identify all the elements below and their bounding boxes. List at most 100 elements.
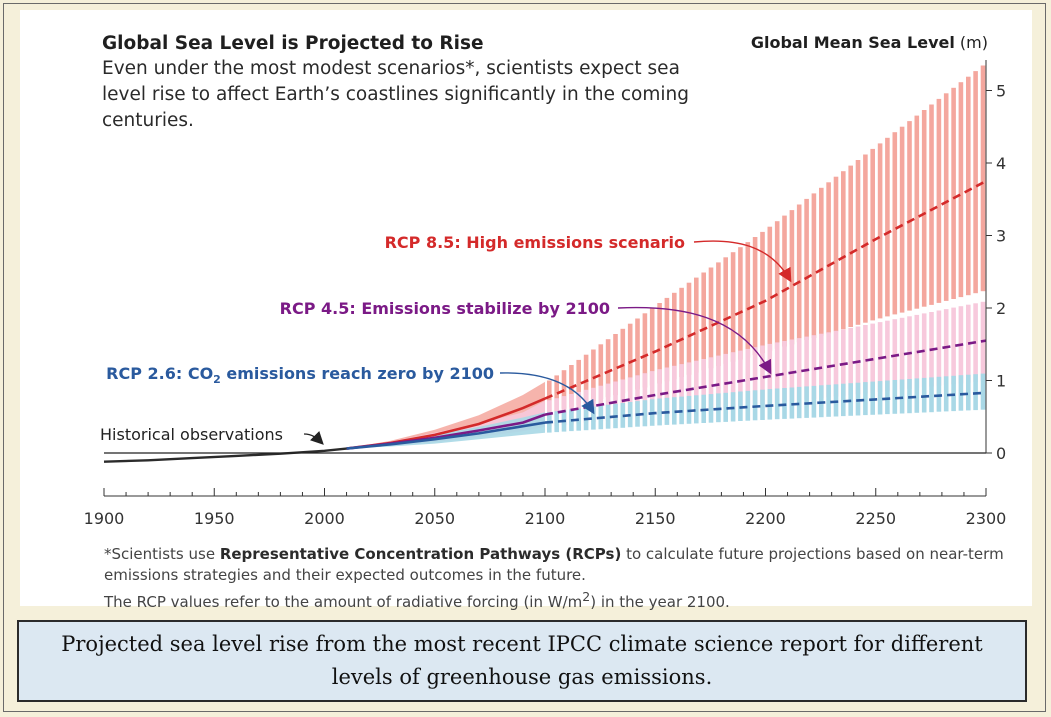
band-stripe (980, 373, 986, 410)
y-tick-label: 3 (996, 227, 1006, 246)
series-line-dashed-2 (544, 391, 987, 424)
band-stripe (892, 380, 898, 414)
figure-caption: Projected sea level rise from the most r… (17, 620, 1027, 702)
y-tick-label: 0 (996, 444, 1006, 463)
series-line-dashed-1 (544, 339, 987, 416)
series-line-solid-2 (346, 421, 546, 450)
chart-title: Global Sea Level is Projected to Rise (102, 33, 484, 54)
chart-subtitle: Even under the most modest scenarios*, s… (102, 58, 689, 131)
band-stripe (826, 384, 831, 417)
band-stripe (885, 380, 890, 415)
series-line-dashed-0 (544, 179, 987, 400)
band-stripe (708, 394, 714, 423)
band-stripe (958, 375, 964, 411)
band-stripe (796, 204, 802, 343)
arrow-rcp26 (499, 372, 595, 415)
band-stripe (870, 381, 875, 415)
band-stripe (620, 379, 626, 419)
band-stripe (627, 323, 633, 392)
y-axis-label-unit: (m) (959, 33, 988, 52)
band-stripe (752, 347, 758, 406)
band-stripe (627, 377, 633, 419)
footnote-bold: Representative Concentration Pathways (R… (219, 545, 622, 563)
band-stripe (796, 338, 802, 401)
caption-text: Projected sea level rise from the most r… (61, 632, 983, 689)
band-stripe (958, 82, 964, 298)
band-stripe (694, 277, 699, 373)
band-stripe (973, 71, 978, 294)
band-stripe (774, 221, 780, 349)
y-tick-label: 5 (996, 82, 1006, 101)
band-stripe (833, 384, 839, 417)
band-stripe (598, 344, 604, 399)
arrow-rcp85 (693, 240, 792, 283)
band-stripe (591, 349, 596, 401)
band-stripe (907, 121, 912, 311)
band-stripe (708, 357, 714, 410)
band-stripe (885, 320, 890, 392)
band-stripe (819, 187, 824, 336)
band-stripe (789, 210, 795, 345)
band-stripe (936, 376, 942, 412)
figure-frame (3, 3, 1046, 712)
band-stripe (635, 318, 640, 390)
label-rcp45: RCP 4.5: Emissions stabilize by 2100 (280, 299, 610, 318)
band-stripe (855, 160, 861, 325)
band-stripe (899, 379, 905, 414)
band-stripe (561, 370, 567, 409)
band-stripe (649, 371, 655, 416)
band-stripe (951, 307, 956, 385)
arrow-rcp45 (617, 306, 772, 375)
band-stripe (943, 376, 949, 412)
band-stripe (966, 374, 971, 411)
band-stripe (679, 364, 684, 413)
band-stripe (841, 171, 846, 330)
band-stripe (672, 397, 677, 425)
band-stripe (833, 176, 839, 332)
x-tick-label: 2250 (855, 509, 896, 528)
band-stripe (605, 404, 611, 429)
x-tick-label: 2100 (525, 509, 566, 528)
band-stripe (774, 388, 780, 420)
band-stripe (701, 359, 706, 411)
band-stripe (738, 350, 743, 407)
band-stripe (620, 328, 626, 394)
band-stripe (554, 375, 559, 411)
band-stripe (730, 352, 736, 408)
band-stripe (642, 373, 648, 417)
band-stripe (789, 339, 795, 402)
band-stripe (826, 332, 831, 398)
x-tick-label: 2200 (745, 509, 786, 528)
band-stripe (738, 247, 743, 360)
band-stripe (664, 367, 670, 415)
band-stripe (679, 287, 684, 377)
band-stripe (554, 411, 559, 433)
sea-level-chart: 0 1 2 3 4 5 1900 1950 2000 2050 2100 2150 2200 2250 23… (84, 60, 1006, 528)
x-tick-label: 2000 (304, 509, 345, 528)
footnote-line2-b: ) in the year 2100. (590, 593, 730, 611)
band-stripe (635, 375, 640, 418)
band-stripe (826, 182, 831, 334)
band-stripe (760, 345, 765, 405)
band-stripe (877, 143, 883, 319)
band-stripe (936, 310, 942, 386)
band-stripe (664, 297, 670, 382)
band-stripe (576, 391, 581, 424)
label-rcp26: RCP 2.6: CO2 emissions reach zero by 210… (106, 364, 494, 386)
band-stripe (760, 231, 765, 353)
label-historical: Historical observations (100, 425, 283, 444)
band-stripe (672, 292, 677, 380)
band-stripe (694, 360, 699, 412)
band-stripe (914, 378, 920, 413)
band-stripe (936, 98, 942, 303)
band-stripe (649, 308, 655, 386)
band-stripe (782, 388, 787, 419)
band-stripe (796, 386, 802, 419)
footnote-rest: to calculate future projections based on… (104, 545, 1004, 584)
band-stripe (686, 362, 692, 412)
band-stripe (745, 242, 751, 358)
band-stripe (819, 385, 824, 418)
band-stripe (833, 330, 839, 397)
band-stripe (745, 390, 751, 421)
band-stripe (723, 353, 728, 409)
